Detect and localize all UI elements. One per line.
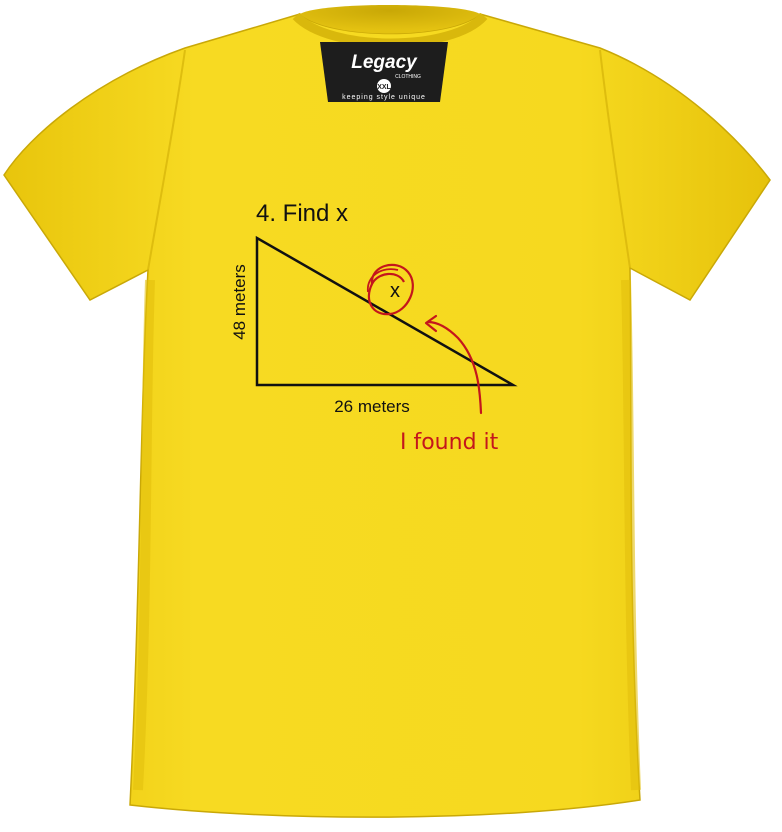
x-mark: x bbox=[390, 280, 400, 302]
tshirt-fold-shadow-left bbox=[133, 279, 155, 791]
neck-label: Legacy CLOTHING XXL keeping style unique bbox=[320, 42, 448, 102]
circled-x-marker: x bbox=[367, 263, 414, 316]
tshirt-body bbox=[3, 13, 771, 818]
neck-label-brand-sub: CLOTHING bbox=[395, 74, 421, 80]
tshirt-collar-inner bbox=[300, 5, 480, 34]
tshirt-sleeve-seam-left bbox=[147, 49, 186, 271]
shirt-print: 4. Find x 48 meters 26 meters x I found … bbox=[230, 200, 518, 455]
right-triangle bbox=[255, 235, 518, 387]
neck-label-size: XXL bbox=[377, 84, 391, 91]
size-badge bbox=[377, 79, 391, 93]
tshirt-fold-shadow-right bbox=[621, 279, 641, 791]
neck-label-brand: Legacy bbox=[351, 52, 418, 73]
handwritten-note: I found it bbox=[400, 430, 499, 455]
base-label: 26 meters bbox=[334, 397, 410, 416]
print-title: 4. Find x bbox=[256, 200, 348, 227]
tshirt-sleeve-seam-right bbox=[599, 49, 631, 269]
red-arrow bbox=[424, 314, 483, 415]
neck-label-tagline: keeping style unique bbox=[342, 94, 426, 101]
side-label: 48 meters bbox=[230, 264, 249, 340]
